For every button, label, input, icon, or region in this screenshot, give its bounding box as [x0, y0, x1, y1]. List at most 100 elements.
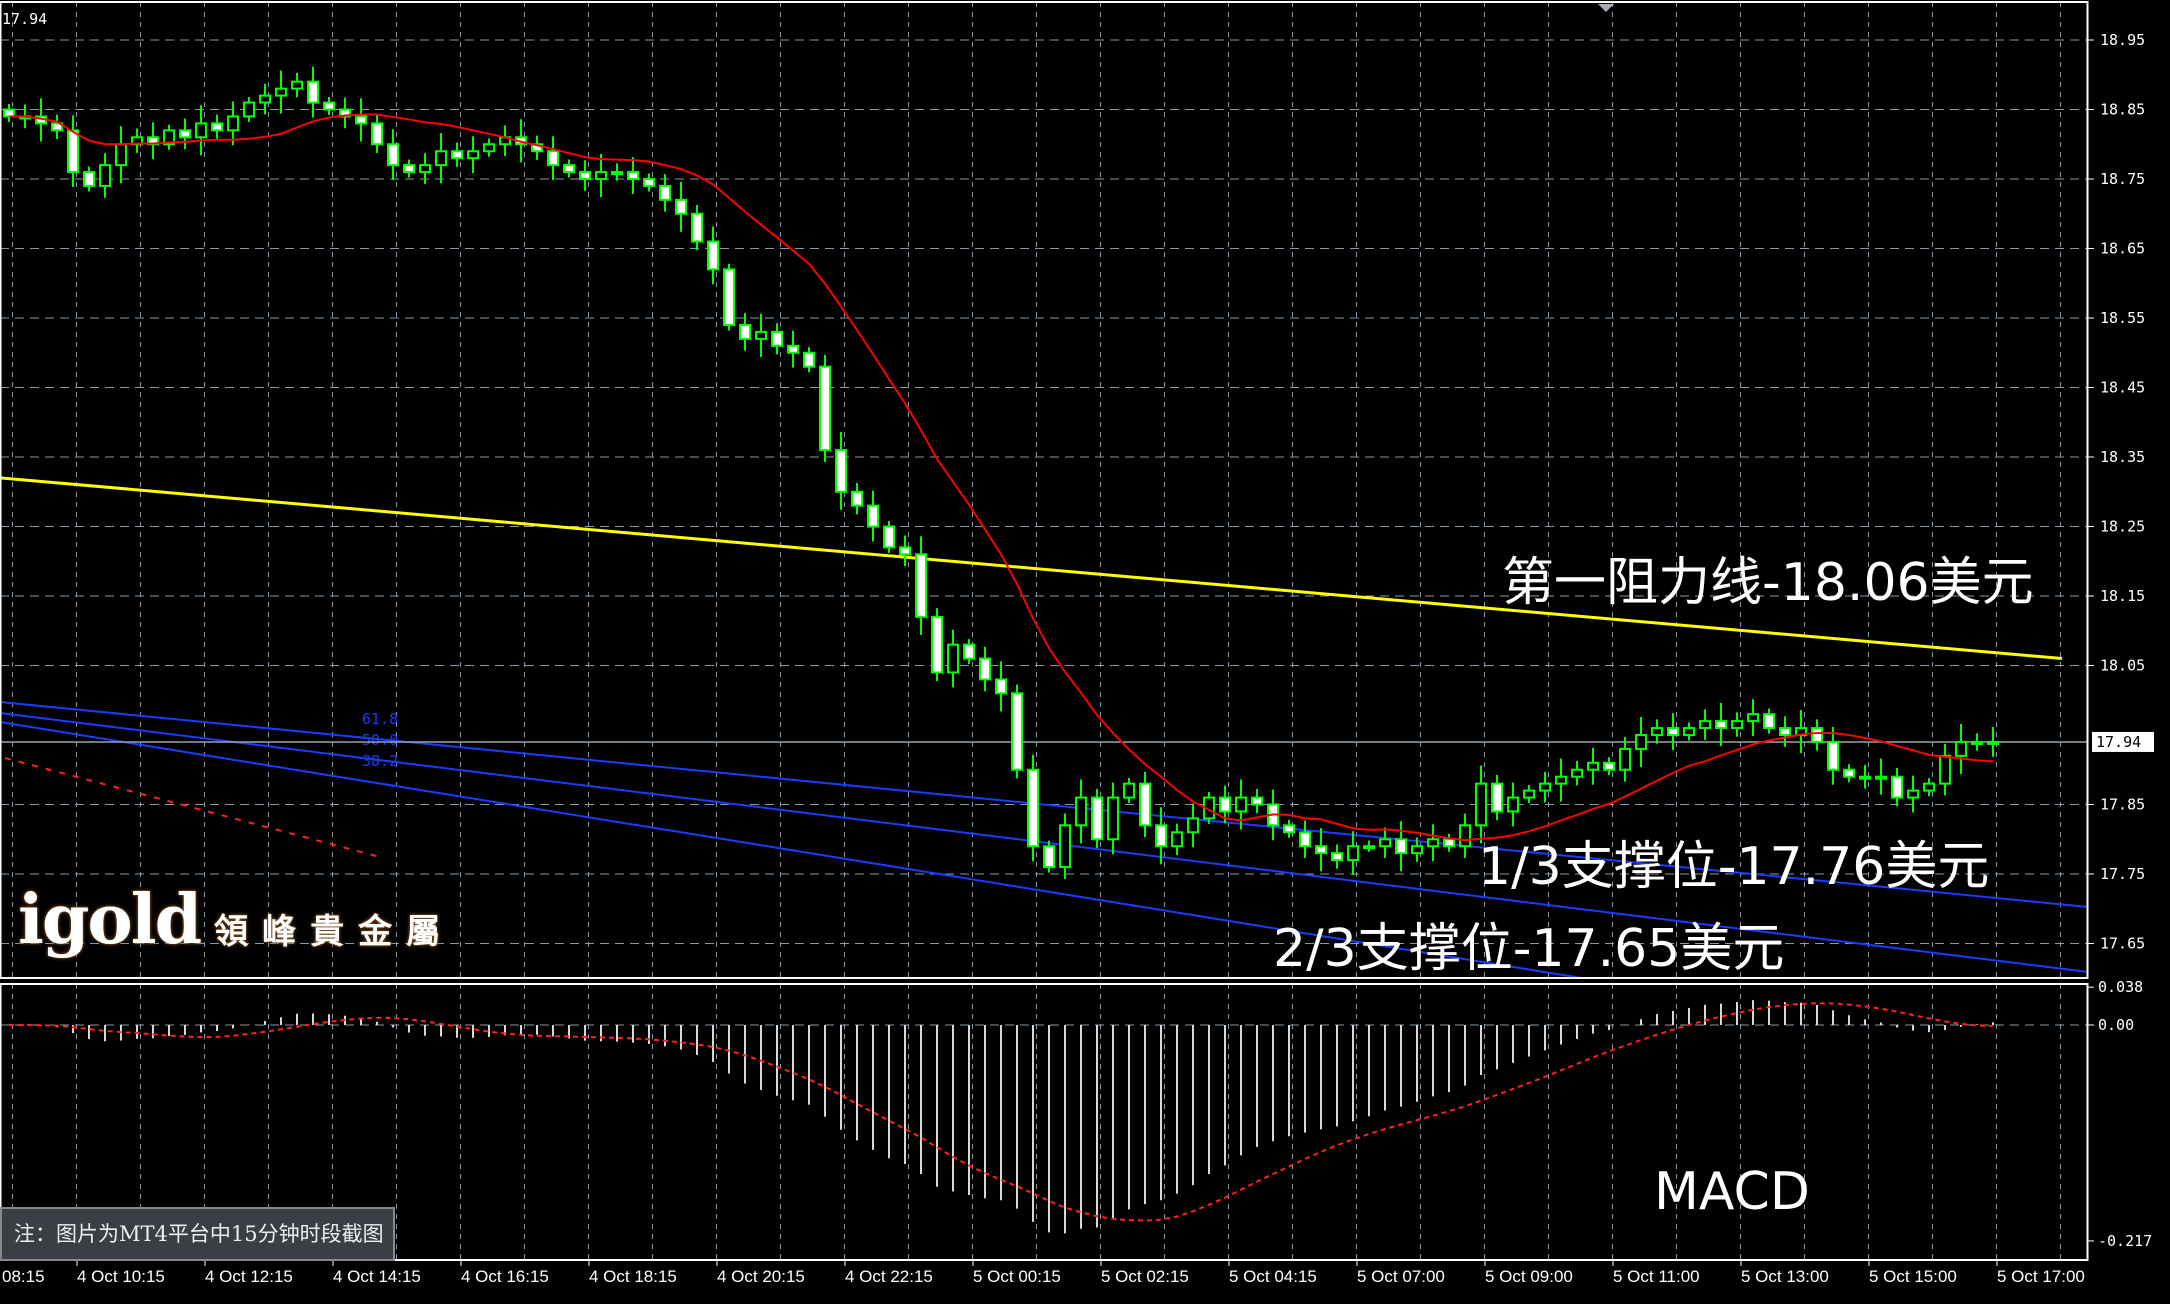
candle	[1699, 709, 1711, 740]
time-label: 5 Oct 13:00	[1741, 1267, 1829, 1286]
bear-candle-body	[355, 115, 367, 125]
candle	[1171, 823, 1183, 855]
bull-candle-body	[1507, 796, 1519, 813]
bull-candle-body	[435, 150, 447, 167]
bear-candle-body	[771, 330, 783, 347]
bull-candle-body	[1875, 775, 1887, 780]
candle	[595, 153, 607, 198]
fib-fan-line	[0, 701, 2088, 908]
bear-candle-body	[931, 615, 943, 674]
price-label: 18.85	[2100, 101, 2145, 119]
candle	[147, 122, 159, 160]
candle	[963, 639, 975, 665]
bull-candle-body	[419, 164, 431, 174]
bear-candle-body	[1043, 845, 1055, 869]
fib-fan-line	[0, 712, 2088, 973]
annotation-support-2: 2/3支撑位-17.65美元	[1273, 919, 1784, 979]
time-label: 4 Oct 18:15	[589, 1267, 677, 1286]
candle	[547, 136, 559, 181]
candle	[915, 536, 927, 635]
candle	[803, 347, 815, 373]
bull-candle-body	[1635, 734, 1647, 750]
bear-candle-body	[1251, 796, 1263, 806]
bull-candle-body	[1555, 775, 1567, 785]
time-label: 5 Oct 11:00	[1613, 1267, 1700, 1286]
time-label: 5 Oct 07:00	[1357, 1267, 1445, 1286]
bull-candle-body	[1427, 838, 1439, 848]
candle	[1395, 821, 1407, 872]
bear-candle-body	[1891, 775, 1903, 799]
bull-candle-body	[1347, 845, 1359, 862]
candle	[1507, 782, 1519, 827]
bear-candle-body	[1219, 796, 1231, 813]
annotation-support-1: 1/3支撑位-17.76美元	[1478, 837, 1989, 897]
candle	[579, 160, 591, 191]
macd-signal-line	[9, 1002, 1994, 1222]
bear-candle-body	[819, 365, 831, 452]
time-label: 4 Oct 12:15	[205, 1267, 293, 1286]
candle	[995, 661, 1007, 712]
candle	[163, 124, 175, 150]
candle	[1011, 684, 1023, 779]
candle	[1587, 747, 1599, 785]
bear-candle-body	[547, 150, 559, 167]
price-label: 18.65	[2100, 240, 2145, 258]
main-frame	[0, 1, 2089, 979]
bull-candle-body	[1699, 720, 1711, 730]
bull-candle-body	[115, 143, 127, 167]
candle	[1635, 716, 1647, 767]
candle	[1827, 727, 1839, 785]
macd-axis-label: 0.038	[2098, 978, 2143, 996]
candle	[1907, 775, 1919, 813]
candle	[323, 96, 335, 116]
bear-candle-body	[1091, 796, 1103, 841]
price-label: 17.85	[2100, 796, 2145, 814]
watermark-company: 領峰貴金屬	[214, 912, 455, 952]
bear-candle-body	[995, 678, 1007, 695]
bear-candle-body	[179, 129, 191, 139]
candle	[1555, 758, 1567, 802]
resistance-line	[0, 476, 2063, 661]
shift-marker-icon[interactable]	[1598, 4, 1614, 12]
candle	[1187, 803, 1199, 848]
candle	[1731, 712, 1743, 737]
bull-candle-body	[1587, 761, 1599, 771]
candle	[1939, 744, 1951, 796]
bear-candle-body	[371, 122, 383, 146]
candle	[371, 114, 383, 153]
candle	[1251, 788, 1263, 814]
candle	[1923, 778, 1935, 797]
bear-candle-body	[1315, 845, 1327, 855]
bull-candle-body	[1923, 782, 1935, 792]
bear-candle-body	[3, 108, 15, 118]
candle	[899, 535, 911, 567]
bull-candle-body	[1987, 740, 1999, 745]
candle	[1971, 733, 1983, 751]
candle	[499, 125, 511, 157]
candle	[179, 118, 191, 150]
candle	[211, 114, 223, 140]
bull-candle-body	[1907, 789, 1919, 799]
candle	[835, 431, 847, 510]
bear-candle-body	[1667, 727, 1679, 736]
bear-candle-body	[563, 164, 575, 174]
candle	[1299, 820, 1311, 859]
bear-candle-body	[1139, 782, 1151, 827]
candle	[115, 126, 127, 184]
bull-candle-body	[1107, 796, 1119, 841]
candle	[883, 520, 895, 553]
candle	[787, 330, 799, 368]
candle	[1891, 768, 1903, 807]
candle	[1843, 764, 1855, 783]
candle	[1091, 788, 1103, 848]
bear-candle-body	[979, 657, 991, 681]
candle	[723, 263, 735, 331]
bull-candle-body	[1747, 713, 1759, 723]
bull-candle-body	[1539, 782, 1551, 792]
candle	[99, 153, 111, 198]
candle	[771, 323, 783, 355]
price-label: 18.45	[2100, 379, 2145, 397]
bull-candle-body	[227, 115, 239, 132]
macd-label: MACD	[1654, 1162, 1810, 1222]
